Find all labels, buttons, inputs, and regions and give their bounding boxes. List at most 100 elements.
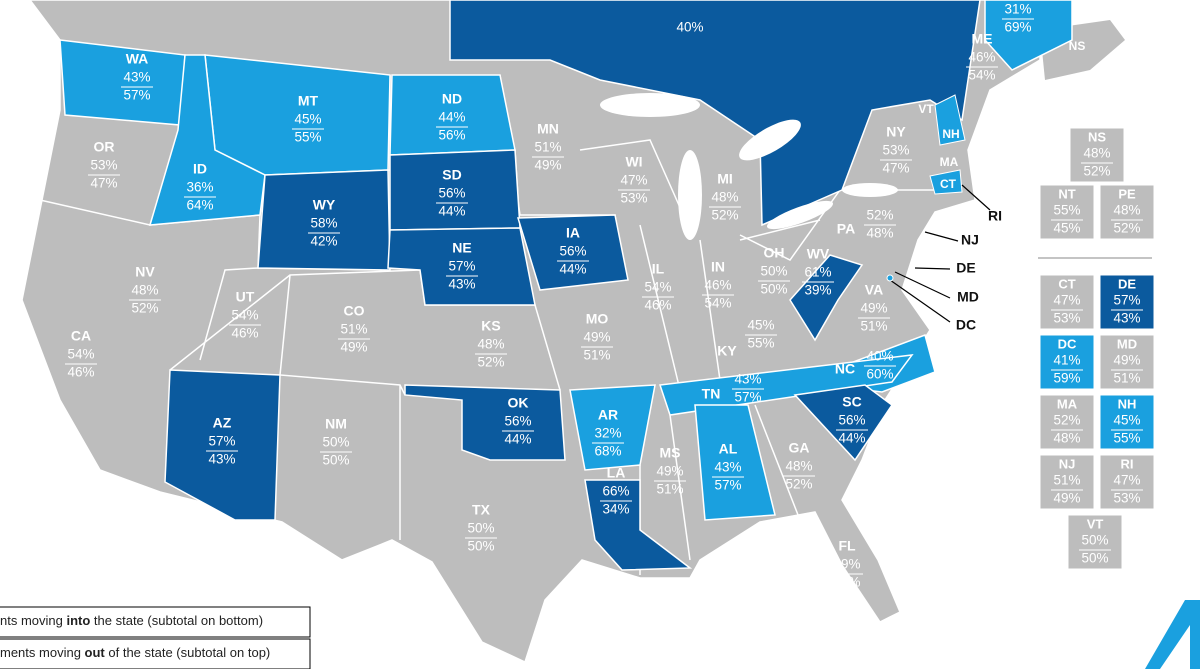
pct-bottom: 51% — [1113, 371, 1140, 386]
pct-top: 45% — [294, 112, 321, 127]
region-shape — [984, 0, 1073, 71]
sidebar-label: NT — [1058, 186, 1075, 201]
pct-top: 56% — [438, 186, 465, 201]
pct-bottom: 55% — [294, 130, 321, 145]
region-label: PA — [837, 221, 855, 237]
sidebar-label: DE — [1118, 276, 1136, 291]
pct-top: 48% — [477, 337, 504, 352]
pct-top: 48% — [1083, 146, 1110, 161]
region-label: OK — [508, 395, 529, 411]
region-shape — [929, 169, 963, 195]
region-label: MI — [717, 171, 733, 187]
pct-bottom: 53% — [620, 191, 647, 206]
pct-bottom: 51% — [860, 319, 887, 334]
pct-top: 61% — [804, 265, 831, 280]
pct-top: 46% — [968, 50, 995, 65]
region-shape — [164, 369, 281, 521]
sidebar-box — [1039, 454, 1095, 510]
pct-bottom: 34% — [602, 502, 629, 517]
pct-bottom: 49% — [340, 340, 367, 355]
region-shape — [404, 384, 566, 461]
pct-bottom: 52% — [131, 301, 158, 316]
region-shape — [789, 254, 864, 342]
legend-emphasis: into — [66, 613, 90, 628]
region-shape — [257, 169, 391, 271]
region-shape — [449, 0, 981, 227]
pct-bottom: 69% — [1004, 20, 1031, 35]
region-label: NH — [942, 127, 959, 141]
pct-bottom: 46% — [231, 326, 258, 341]
region-label: ID — [193, 161, 207, 177]
region-shape — [694, 404, 776, 521]
legend-box — [0, 606, 311, 638]
region-label: UT — [236, 289, 255, 305]
pct-top: 49% — [1113, 353, 1140, 368]
pct-top: 50% — [760, 264, 787, 279]
pct-bottom: 42% — [310, 234, 337, 249]
pct-top: 51% — [1053, 473, 1080, 488]
pct-bottom: 52% — [1113, 221, 1140, 236]
pct-bottom: 56% — [438, 128, 465, 143]
pct-bottom: 45% — [1053, 221, 1080, 236]
region-label: MN — [537, 121, 559, 137]
sidebar-label: CT — [1058, 276, 1075, 291]
sidebar-box — [1067, 514, 1123, 570]
legend-emphasis: out — [85, 645, 106, 660]
region-label: NV — [135, 264, 155, 280]
pct-top: 57% — [1113, 293, 1140, 308]
pct-bottom: 64% — [186, 198, 213, 213]
pct-bottom: 49% — [1053, 491, 1080, 506]
pct-bottom: 54% — [704, 296, 731, 311]
region-label: SC — [842, 394, 861, 410]
pct-bottom: 40% — [676, 20, 703, 35]
legend-text: ments moving out of the state (subtotal … — [0, 645, 270, 660]
sidebar-box — [1069, 127, 1125, 183]
pct-top: 43% — [123, 70, 150, 85]
pct-top: 48% — [1113, 203, 1140, 218]
pct-bottom: 43% — [1113, 311, 1140, 326]
legend-prefix: nts moving — [0, 613, 66, 628]
region-label: LA — [607, 465, 626, 481]
pct-top: 32% — [594, 426, 621, 441]
sidebar-box — [1099, 334, 1155, 390]
region-label: MA — [940, 155, 959, 169]
sidebar-label: NH — [1118, 396, 1137, 411]
region-label: OR — [94, 139, 115, 155]
pct-top: 49% — [833, 557, 860, 572]
pct-bottom: 54% — [968, 68, 995, 83]
sidebar-box — [1039, 394, 1095, 450]
sidebar-box — [1099, 454, 1155, 510]
pct-bottom: 52% — [785, 477, 812, 492]
pct-bottom: 50% — [322, 453, 349, 468]
pct-top: 47% — [1113, 473, 1140, 488]
region-label: KY — [717, 343, 737, 359]
callout-label: DC — [956, 317, 976, 333]
pct-bottom: 55% — [747, 336, 774, 351]
region-label: NS — [1069, 39, 1086, 53]
pct-top: 31% — [1004, 2, 1031, 17]
pct-top: 49% — [656, 464, 683, 479]
pct-bottom: 44% — [438, 204, 465, 219]
sidebar-label: NS — [1088, 129, 1106, 144]
pct-bottom: 57% — [714, 478, 741, 493]
logo — [1145, 600, 1200, 669]
region-label: CA — [71, 328, 91, 344]
pct-top: 51% — [340, 322, 367, 337]
region-shape — [569, 384, 656, 471]
pct-top: 53% — [882, 143, 909, 158]
pct-top: 50% — [322, 435, 349, 450]
legend-text: nts moving into the state (subtotal on b… — [0, 613, 263, 628]
pct-top: 54% — [644, 280, 671, 295]
pct-top: 47% — [620, 173, 647, 188]
region-label: AR — [598, 407, 618, 423]
sidebar-box — [1099, 184, 1155, 240]
region-label: CO — [344, 303, 365, 319]
region-label: IN — [711, 259, 725, 275]
region-label: NY — [886, 124, 906, 140]
pct-top: 46% — [704, 278, 731, 293]
region-shape — [658, 354, 914, 416]
region-label: GA — [789, 440, 810, 456]
region-label: AZ — [213, 415, 232, 431]
